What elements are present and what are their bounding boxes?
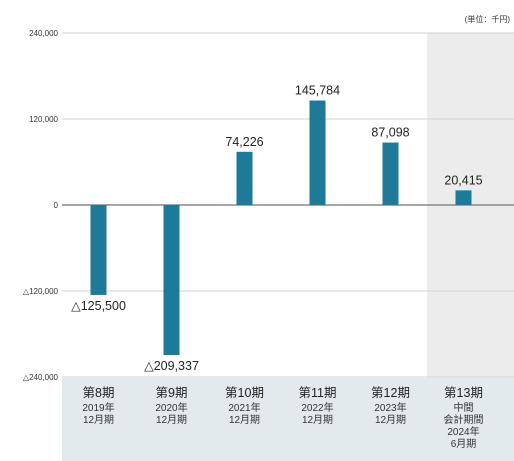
y-tick-label: 240,000 bbox=[29, 29, 58, 38]
category-sublabel: 2020年 bbox=[155, 401, 187, 414]
category-sublabel: 12月期 bbox=[156, 414, 187, 426]
category-sublabel: 12月期 bbox=[302, 414, 333, 426]
value-label: 145,784 bbox=[295, 84, 340, 98]
y-tick-label: 120,000 bbox=[29, 115, 58, 124]
y-tick-label: △240,000 bbox=[23, 373, 59, 382]
category-band bbox=[62, 378, 514, 461]
bar bbox=[236, 151, 253, 205]
value-label: 20,415 bbox=[444, 173, 482, 187]
category-sublabel: 6月期 bbox=[451, 438, 477, 450]
bar bbox=[90, 205, 107, 295]
y-tick-label: 0 bbox=[54, 201, 59, 210]
category-sublabel: 2023年 bbox=[374, 401, 406, 414]
bar bbox=[455, 190, 472, 205]
unit-label: (単位：千円) bbox=[465, 14, 511, 24]
bar bbox=[309, 100, 326, 205]
gridlines bbox=[62, 32, 514, 378]
value-label: △209,337 bbox=[144, 359, 199, 373]
category-label: 第8期 bbox=[83, 386, 115, 400]
category-sublabel: 2019年 bbox=[82, 401, 114, 414]
y-axis-tick-labels: 240,000 120,000 0 △120,000 △240,000 bbox=[23, 29, 59, 382]
value-labels: △125,500 △209,337 74,226 145,784 87,098 20,41… bbox=[71, 84, 483, 374]
category-sublabel: 2021年 bbox=[228, 401, 260, 414]
bar bbox=[163, 205, 180, 356]
category-sublabel: 会計期間 bbox=[444, 413, 484, 426]
value-label: 87,098 bbox=[371, 126, 409, 140]
category-sublabel: 2022年 bbox=[301, 401, 333, 414]
value-label: △125,500 bbox=[71, 299, 126, 313]
category-label: 第9期 bbox=[156, 386, 188, 400]
category-sublabel: 中間 bbox=[454, 401, 474, 414]
bars bbox=[90, 100, 472, 356]
category-labels: 第8期2019年12月期第9期2020年12月期第10期2021年12月期第11… bbox=[82, 386, 483, 450]
category-label: 第13期 bbox=[444, 386, 483, 400]
category-label: 第10期 bbox=[225, 386, 264, 400]
category-label: 第11期 bbox=[299, 386, 337, 400]
value-label: 74,226 bbox=[225, 135, 263, 149]
category-sublabel: 2024年 bbox=[447, 425, 479, 438]
category-sublabel: 12月期 bbox=[83, 414, 114, 426]
category-sublabel: 12月期 bbox=[375, 414, 406, 426]
category-label: 第12期 bbox=[371, 386, 410, 400]
category-sublabel: 12月期 bbox=[229, 414, 260, 426]
y-tick-label: △120,000 bbox=[23, 287, 59, 296]
bar bbox=[382, 142, 399, 205]
